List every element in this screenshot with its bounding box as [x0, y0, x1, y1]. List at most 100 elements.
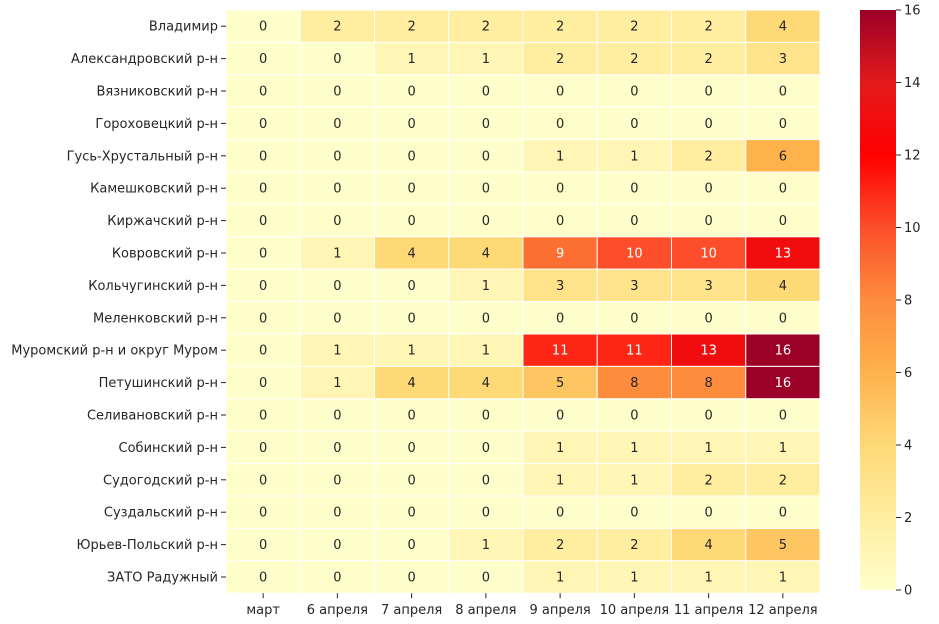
cell-value-label: 1 — [333, 247, 341, 262]
heatmap-cell — [745, 9, 821, 43]
heatmap-cell — [522, 301, 598, 335]
cell-value-label: 0 — [556, 214, 564, 229]
cell-value-label: 0 — [259, 279, 267, 294]
heatmap-cell — [299, 560, 375, 594]
cell-value-label: 0 — [630, 117, 638, 132]
colorbar-tick-label: 10 — [904, 221, 921, 236]
heatmap-cell — [374, 398, 450, 432]
heatmap-cell — [745, 398, 821, 432]
heatmap-cell — [374, 106, 450, 141]
cell-value-label: 5 — [779, 538, 787, 553]
cell-value-label: 0 — [259, 409, 267, 424]
heatmap-cell — [671, 560, 747, 594]
cell-value-label: 0 — [779, 409, 787, 424]
cell-value-label: 0 — [556, 117, 564, 132]
heatmap-cell — [745, 236, 821, 270]
heatmap-cell — [745, 333, 821, 367]
cell-value-label: 0 — [779, 85, 787, 100]
cell-value-label: 0 — [482, 311, 490, 326]
x-tick-label: 11 апреля — [674, 603, 744, 618]
heatmap-cell — [448, 398, 524, 432]
y-tick-label: Гороховецкий р-н — [95, 117, 218, 132]
cell-value-label: 1 — [556, 571, 564, 586]
heatmap-cell — [374, 527, 450, 562]
cell-value-label: 6 — [779, 149, 787, 164]
cell-value-label: 2 — [630, 20, 638, 35]
cell-value-label: 16 — [775, 376, 792, 391]
cell-value-label: 0 — [779, 506, 787, 521]
cell-value-label: 1 — [333, 376, 341, 391]
cell-value-label: 0 — [630, 214, 638, 229]
heatmap-cell — [745, 74, 821, 108]
cell-value-label: 0 — [333, 473, 341, 488]
cell-value-label: 2 — [779, 473, 787, 488]
colorbar-tick-label: 0 — [904, 584, 912, 599]
y-tick-label: Суздальский р-н — [104, 506, 218, 521]
heatmap-cell — [671, 333, 747, 367]
cell-value-label: 10 — [626, 247, 643, 262]
cell-value-label: 0 — [482, 571, 490, 586]
cell-value-label: 0 — [630, 85, 638, 100]
cell-value-label: 1 — [630, 149, 638, 164]
cell-value-label: 1 — [333, 344, 341, 359]
heatmap-cell — [596, 495, 672, 529]
cell-value-label: 4 — [482, 247, 490, 262]
heatmap-cell — [671, 74, 747, 108]
heatmap-cells: 0 2 2 2 2 2 2 40 0 1 1 2 2 2 30 0 0 0 0 0 0 00 0 0 0 0 0 0 00 0 0 0 1 1 2 6… — [225, 9, 821, 594]
cell-value-label: 3 — [779, 52, 787, 67]
colorbar-tick-label: 4 — [904, 439, 912, 454]
x-tick-label: 6 апреля — [307, 603, 368, 618]
heatmap-cell — [374, 333, 450, 367]
cell-value-label: 11 — [626, 344, 643, 359]
cell-value-label: 4 — [704, 538, 712, 553]
cell-value-label: 0 — [333, 117, 341, 132]
cell-value-label: 0 — [630, 409, 638, 424]
cell-value-label: 0 — [630, 311, 638, 326]
cell-value-label: 1 — [556, 149, 564, 164]
cell-value-label: 0 — [333, 149, 341, 164]
y-tick-label: Петушинский р-н — [99, 376, 218, 391]
y-tick-label: ЗАТО Радужный — [107, 571, 218, 586]
heatmap-cell — [522, 74, 598, 108]
heatmap-cell — [745, 301, 821, 335]
cell-value-label: 4 — [482, 376, 490, 391]
heatmap-cell — [522, 236, 598, 270]
heatmap-cell — [299, 301, 375, 335]
cell-value-label: 0 — [259, 506, 267, 521]
cell-value-label: 0 — [704, 214, 712, 229]
cell-value-label: 1 — [779, 441, 787, 456]
cell-value-label: 0 — [259, 311, 267, 326]
heatmap-cell — [671, 463, 747, 497]
y-tick-label: Юрьев-Польский р-н — [77, 538, 218, 553]
heatmap-cell — [374, 268, 450, 303]
heatmap-cell — [671, 398, 747, 432]
heatmap-cell — [745, 139, 821, 173]
x-tick-label: 10 апреля — [600, 603, 670, 618]
cell-value-label: 9 — [556, 247, 564, 262]
cell-value-label: 1 — [482, 538, 490, 553]
heatmap-cell — [299, 333, 375, 367]
cell-value-label: 0 — [482, 149, 490, 164]
cell-value-label: 4 — [779, 279, 787, 294]
cell-value-label: 0 — [259, 473, 267, 488]
heatmap-cell — [448, 527, 524, 562]
heatmap-cell — [671, 106, 747, 141]
colorbar-bar — [860, 10, 896, 590]
y-axis: Владимир Александровский р-н Вязниковский … — [11, 20, 226, 586]
cell-value-label: 0 — [482, 409, 490, 424]
cell-value-label: 2 — [704, 52, 712, 67]
cell-value-label: 0 — [407, 473, 415, 488]
heatmap-cell — [745, 365, 821, 400]
colorbar-tick-label: 16 — [904, 4, 921, 19]
x-tick-label: 12 апреля — [748, 603, 818, 618]
heatmap-cell — [374, 365, 450, 400]
heatmap-cell — [374, 171, 450, 205]
cell-value-label: 0 — [556, 409, 564, 424]
cell-value-label: 0 — [482, 182, 490, 197]
heatmap-cell — [448, 268, 524, 303]
cell-value-label: 8 — [704, 376, 712, 391]
heatmap-cell — [299, 203, 375, 238]
cell-value-label: 0 — [556, 506, 564, 521]
cell-value-label: 0 — [407, 311, 415, 326]
colorbar-tick-label: 14 — [904, 76, 921, 91]
